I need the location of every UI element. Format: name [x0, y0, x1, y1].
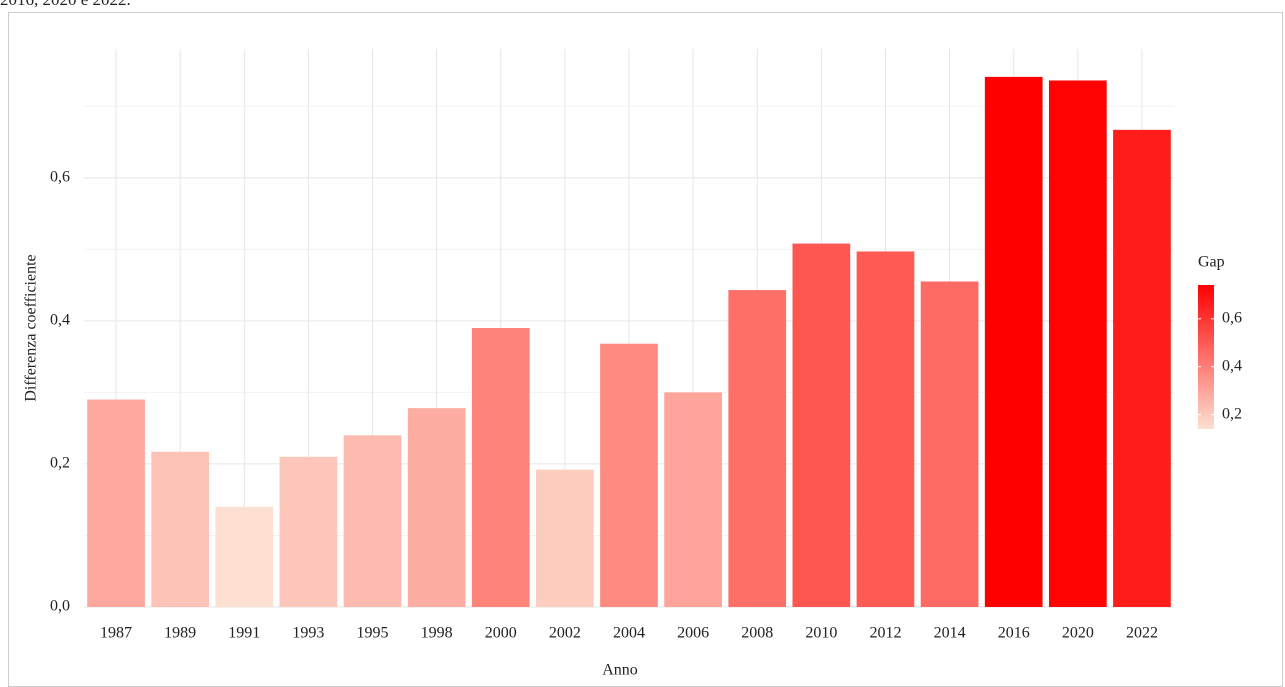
x-tick-label: 2012 — [869, 625, 901, 642]
bar — [1113, 129, 1171, 608]
bar — [407, 408, 466, 607]
bar — [600, 343, 658, 607]
x-tick-label: 2014 — [934, 625, 966, 642]
y-tick-label: 0,0 — [50, 598, 70, 615]
bar — [279, 456, 338, 607]
x-tick-label: 1993 — [292, 625, 324, 642]
bar — [664, 392, 722, 607]
y-tick-label: 0,2 — [50, 455, 70, 472]
x-tick-label: 2016 — [998, 625, 1030, 642]
x-tick-label: 2010 — [805, 625, 837, 642]
x-tick-label: 2002 — [549, 625, 581, 642]
colorbar — [1198, 285, 1214, 429]
x-tick-label: 1991 — [228, 625, 260, 642]
bar — [984, 76, 1043, 607]
bar — [920, 281, 979, 607]
y-tick-label: 0,6 — [50, 168, 70, 185]
bar — [856, 251, 915, 607]
x-tick-label: 2006 — [677, 625, 709, 642]
x-tick-label: 1995 — [357, 625, 389, 642]
y-tick-label: 0,4 — [50, 312, 70, 329]
x-tick-label: 1987 — [100, 625, 132, 642]
bar — [792, 243, 851, 608]
legend-title: Gap — [1198, 254, 1225, 271]
bar — [343, 435, 402, 607]
x-tick-label: 2008 — [741, 625, 773, 642]
x-tick-label: 2000 — [485, 625, 517, 642]
bar — [536, 469, 594, 607]
x-tick-label: 1998 — [421, 625, 453, 642]
x-axis-label: Anno — [602, 662, 638, 679]
bar — [87, 399, 145, 607]
bar — [1048, 80, 1107, 607]
legend-tick-label: 0,4 — [1222, 357, 1242, 374]
caption: 2016, 2020 e 2022. — [0, 0, 131, 9]
legend-tick-label: 0,2 — [1222, 405, 1242, 422]
x-tick-label: 2004 — [613, 625, 645, 642]
bar — [215, 506, 274, 607]
bar — [728, 290, 787, 607]
legend-tick-label: 0,6 — [1222, 309, 1242, 326]
x-tick-label: 2020 — [1062, 625, 1094, 642]
y-axis-label: Differenza coefficiente — [23, 254, 40, 401]
bar — [471, 328, 530, 607]
x-tick-label: 1989 — [164, 625, 196, 642]
x-tick-label: 2022 — [1126, 625, 1158, 642]
bar — [151, 451, 210, 607]
